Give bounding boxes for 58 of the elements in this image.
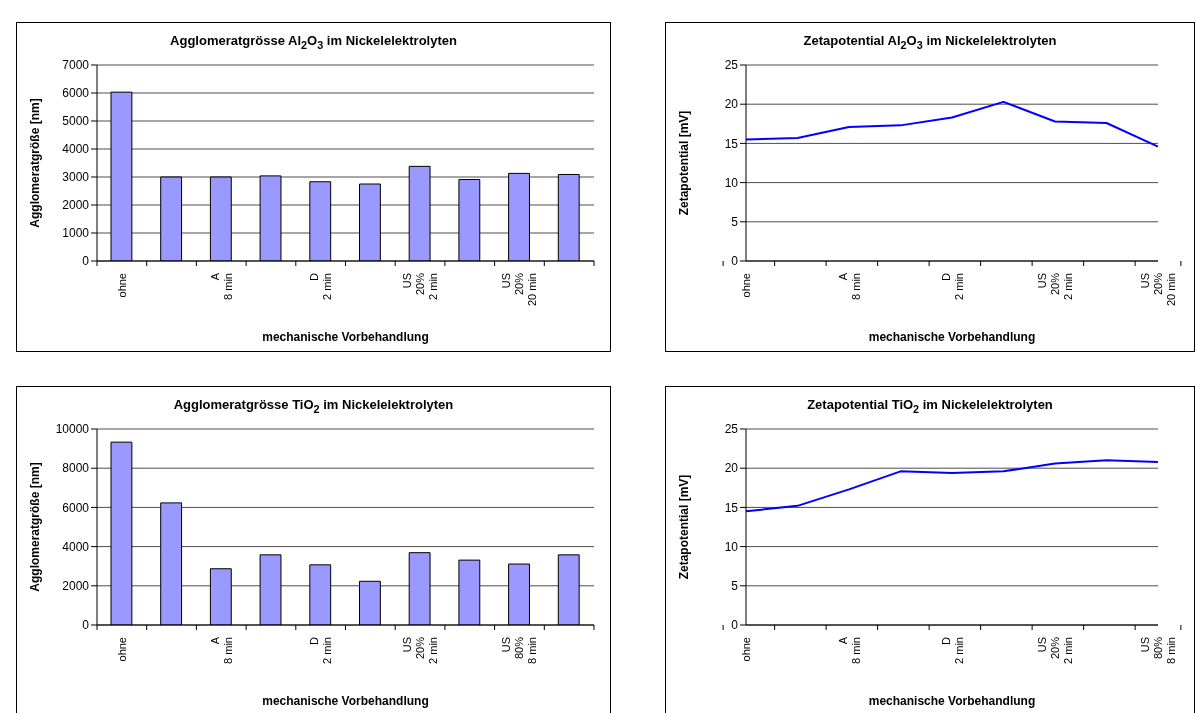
y-tick-label: 20 <box>724 461 739 476</box>
x-tick-label: ohne <box>115 273 128 298</box>
x-axis-title: mechanische Vorbehandlung <box>262 330 429 344</box>
y-tick-label: 0 <box>731 254 739 269</box>
y-tick-label: 15 <box>724 136 739 151</box>
x-tick-label: ohne <box>740 273 752 298</box>
y-tick-label: 8000 <box>62 461 90 476</box>
x-axis-title: mechanische Vorbehandlung <box>262 694 429 708</box>
y-tick-label: 5 <box>731 579 739 594</box>
y-axis-title: Agglomeratgröße [nm] <box>28 98 43 228</box>
y-tick-label: 4000 <box>62 539 90 554</box>
y-tick-label: 5 <box>731 215 739 230</box>
y-tick-label: 0 <box>82 254 90 269</box>
chart-title: Agglomeratgrösse Al$_{2}$O$_{3}$ im Nickelelektrolyten <box>169 33 458 53</box>
y-tick-label: 6000 <box>62 500 90 515</box>
y-tick-label: 2000 <box>62 198 90 213</box>
y-tick-label: 7000 <box>62 58 90 73</box>
y-tick-label: 2000 <box>62 579 90 594</box>
x-tick-label: US 80% 8 min <box>1139 636 1177 664</box>
y-tick-label: 3000 <box>62 170 90 185</box>
x-tick-label: A 8 min <box>208 636 234 664</box>
x-tick-label: US 20% 20 min <box>1139 272 1177 307</box>
x-tick-label: D 2 min <box>308 272 334 300</box>
y-tick-label: 25 <box>724 422 739 437</box>
y-tick-label: 1000 <box>62 226 90 241</box>
x-tick-label: A 8 min <box>208 272 234 300</box>
y-tick-label: 25 <box>724 58 739 73</box>
y-axis-title: Agglomeratgröße [nm] <box>28 462 43 592</box>
x-axis-title: mechanische Vorbehandlung <box>868 330 1036 344</box>
x-tick-label: ohne <box>740 637 752 662</box>
x-tick-label: D 2 min <box>939 636 965 664</box>
y-axis-title: Zetapotential [mV] <box>677 474 692 580</box>
x-tick-label: US 20% 2 min <box>1036 636 1074 664</box>
chart-title: Zetapotential TiO$_{2}$ im Nickelelektrolyten <box>806 397 1054 417</box>
x-tick-label: ohne <box>115 637 128 662</box>
y-tick-label: 6000 <box>62 86 90 101</box>
chart-title: Zetapotential Al$_{2}$O$_{3}$ im Nickelelektrolyten <box>802 33 1058 53</box>
y-tick-label: 0 <box>731 618 739 633</box>
x-tick-label: A 8 min <box>836 636 862 664</box>
x-tick-label: US 20% 2 min <box>1036 272 1074 300</box>
y-tick-label: 10 <box>724 539 739 554</box>
chart-title: Agglomeratgrösse TiO$_{2}$ im Nickelelektrolyten <box>172 397 455 417</box>
x-tick-label: US 20% 20 min <box>500 272 539 307</box>
x-tick-label: A 8 min <box>836 272 862 300</box>
y-tick-label: 0 <box>82 618 90 633</box>
x-tick-label: D 2 min <box>308 636 334 664</box>
y-tick-label: 10 <box>724 175 739 190</box>
y-axis-title: Zetapotential [mV] <box>677 110 692 216</box>
x-axis-title: mechanische Vorbehandlung <box>868 694 1036 708</box>
x-tick-label: US 20% 2 min <box>401 636 440 664</box>
y-tick-label: 5000 <box>62 114 90 129</box>
y-tick-label: 10000 <box>55 422 90 437</box>
y-tick-label: 20 <box>724 97 739 112</box>
y-tick-label: 4000 <box>62 142 90 157</box>
y-tick-label: 15 <box>724 500 739 515</box>
x-tick-label: US 20% 2 min <box>401 272 440 300</box>
x-tick-label: D 2 min <box>939 272 965 300</box>
x-tick-label: US 80% 8 min <box>500 636 539 664</box>
